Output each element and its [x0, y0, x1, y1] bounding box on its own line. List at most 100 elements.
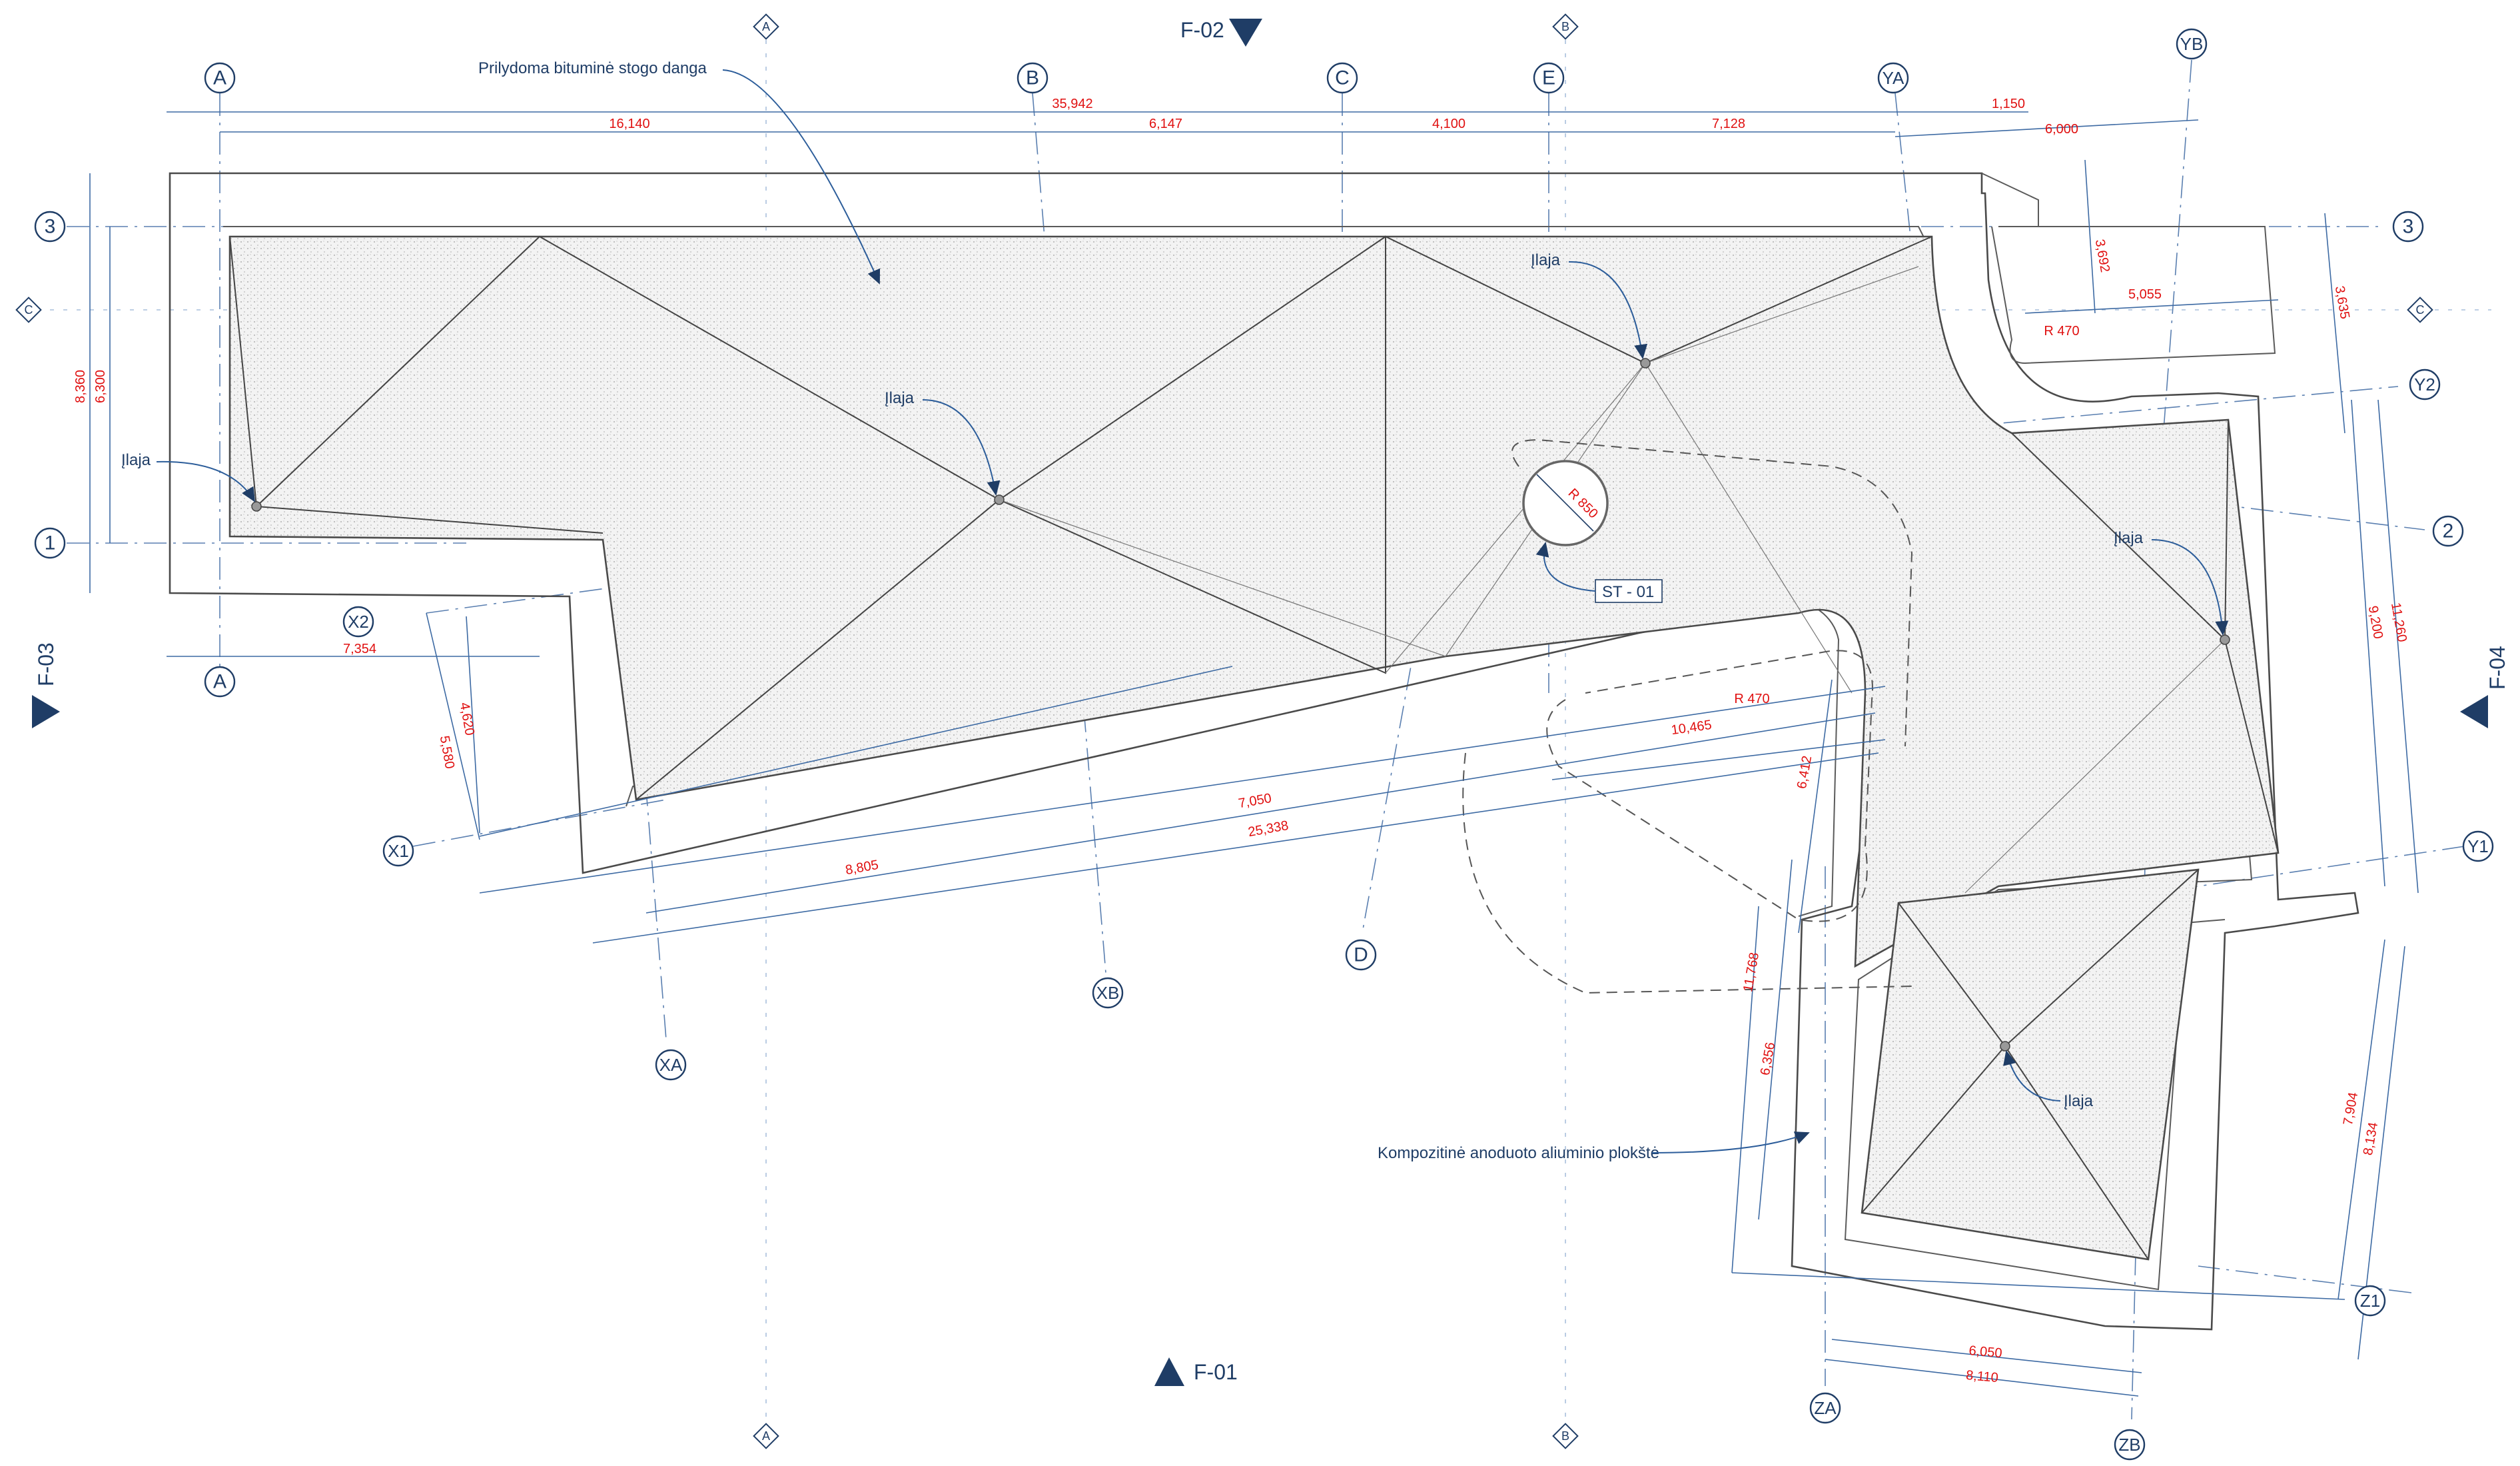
- dim-6300: 6,300: [93, 370, 108, 403]
- drain-label-4: Įlaja: [2114, 529, 2144, 547]
- svg-text:XB: XB: [1096, 983, 1120, 1003]
- dim-6000: 6,000: [2045, 122, 2078, 137]
- svg-text:C: C: [2416, 303, 2425, 317]
- svg-text:F-01: F-01: [1194, 1360, 1238, 1384]
- diamond-a-top: A: [753, 13, 779, 40]
- dim-4620: 4,620: [457, 701, 477, 736]
- grid-bubble-3-left: 3: [34, 211, 66, 243]
- dim-10465: 10,465: [1670, 718, 1713, 738]
- drains: [251, 358, 2230, 1052]
- dimension-lines: [89, 111, 2419, 1397]
- drain-1: [251, 501, 262, 512]
- dim-11768: 11,768: [1741, 952, 1762, 994]
- ridge-lines: [229, 235, 2279, 1260]
- skylight-tag-box: [1595, 579, 1663, 603]
- svg-text:ZA: ZA: [1814, 1398, 1837, 1418]
- grid-bubble-y1: Y1: [2462, 830, 2494, 862]
- drain-5: [2000, 1041, 2010, 1052]
- dim-8134: 8,134: [2361, 1121, 2381, 1156]
- dim-6050: 6,050: [1968, 1343, 2003, 1361]
- dashed-outlines: [1462, 438, 1913, 994]
- dim-4100: 4,100: [1432, 117, 1466, 131]
- svg-text:C: C: [1335, 67, 1350, 89]
- svg-text:B: B: [1026, 67, 1039, 89]
- svg-text:Y2: Y2: [2414, 374, 2435, 394]
- grid-bubble-1: 1: [34, 527, 66, 559]
- drain-2: [994, 494, 1005, 505]
- svg-text:2: 2: [2443, 520, 2454, 542]
- grid-bubble-2: 2: [2432, 515, 2464, 547]
- svg-text:B: B: [1561, 1429, 1569, 1443]
- drain-label-5: Įlaja: [2064, 1092, 2094, 1110]
- svg-text:YA: YA: [1883, 68, 1904, 88]
- dim-6147: 6,147: [1149, 117, 1182, 131]
- svg-text:3: 3: [2403, 216, 2414, 238]
- svg-text:A: A: [762, 1429, 770, 1443]
- diamond-markers: A B A B C C: [15, 13, 2433, 1449]
- svg-text:F-04: F-04: [2485, 646, 2509, 690]
- drain-3: [1640, 358, 1651, 368]
- grid-bubble-z1: Z1: [2354, 1285, 2386, 1317]
- drain-label-1: Įlaja: [121, 451, 151, 469]
- grid-bubble-x2: X2: [342, 606, 374, 638]
- dim-7354: 7,354: [343, 642, 376, 656]
- drain-label-2: Įlaja: [885, 389, 915, 407]
- svg-text:A: A: [213, 671, 226, 693]
- grid-bubble-y2: Y2: [2409, 368, 2441, 400]
- dim-8360: 8,360: [73, 370, 88, 403]
- dim-7050: 7,050: [1237, 791, 1272, 811]
- dim-3635: 3,635: [2332, 285, 2352, 320]
- dim-16140: 16,140: [609, 117, 649, 131]
- roof-surfaces: [228, 235, 2280, 1261]
- dim-6412: 6,412: [1795, 754, 1815, 790]
- grid-bubble-yb: YB: [2176, 28, 2208, 60]
- grid-bubble-e: E: [1533, 62, 1565, 94]
- dim-8110: 8,110: [1965, 1368, 1998, 1385]
- grid-bubbles: A A B C E YA YB D XB XA X1 X2 Y1 Y2 Z1 Z…: [34, 28, 2494, 1461]
- grid-bubble-zb: ZB: [2114, 1429, 2146, 1461]
- diamond-a-bottom: A: [753, 1423, 779, 1449]
- svg-text:3: 3: [45, 216, 56, 238]
- svg-text:D: D: [1354, 944, 1368, 966]
- svg-text:A: A: [762, 20, 770, 33]
- svg-text:1: 1: [45, 532, 56, 554]
- grid-bubble-b: B: [1017, 62, 1049, 94]
- dim-8805: 8,805: [844, 858, 879, 878]
- grid-bubble-xb: XB: [1092, 977, 1124, 1009]
- section-f01: F-01: [1154, 1357, 1238, 1386]
- svg-text:ZB: ZB: [2118, 1435, 2140, 1455]
- dim-11260: 11,260: [2388, 602, 2409, 644]
- section-f04: F-04: [2460, 646, 2509, 728]
- skylight-tag: ST - 01: [1602, 583, 1654, 601]
- grid-bubble-c: C: [1326, 62, 1358, 94]
- svg-text:F-03: F-03: [34, 642, 58, 686]
- diamond-b-top: B: [1552, 13, 1579, 40]
- svg-text:A: A: [213, 67, 226, 89]
- diamond-c-left: C: [15, 297, 42, 323]
- section-f03: F-03: [32, 642, 60, 728]
- grid-bubble-xa: XA: [655, 1049, 687, 1081]
- svg-text:C: C: [25, 303, 33, 317]
- diamond-c-right: C: [2407, 297, 2433, 323]
- svg-text:XA: XA: [659, 1055, 683, 1075]
- grid-bubble-x1: X1: [382, 835, 414, 867]
- svg-text:Y1: Y1: [2467, 836, 2489, 856]
- svg-text:Z1: Z1: [2360, 1291, 2380, 1311]
- dim-1150: 1,150: [1992, 97, 2025, 111]
- svg-text:E: E: [1542, 67, 1555, 89]
- cladding-label: Kompozitinė anoduoto aliuminio plokštė: [1378, 1144, 1659, 1162]
- dim-35942: 35,942: [1052, 97, 1092, 111]
- grid-bubble-ya: YA: [1877, 62, 1909, 94]
- dim-7128: 7,128: [1712, 117, 1745, 131]
- dim-3692: 3,692: [2092, 238, 2112, 273]
- svg-text:B: B: [1561, 20, 1569, 33]
- grid-bubble-a-bottom: A: [204, 666, 236, 698]
- grid-bubble-za: ZA: [1809, 1392, 1841, 1424]
- annotations: Prilydoma bituminė stogo danga Įlaja Įla…: [121, 59, 2229, 1162]
- dim-6356: 6,356: [1758, 1041, 1778, 1076]
- section-f02: F-02: [1180, 18, 1262, 47]
- dim-9200: 9,200: [2365, 604, 2385, 640]
- drain-4: [2220, 634, 2230, 645]
- section-markers: F-02 F-01 F-03 F-04: [32, 18, 2509, 1386]
- roof-covering-label: Prilydoma bituminė stogo danga: [478, 59, 707, 77]
